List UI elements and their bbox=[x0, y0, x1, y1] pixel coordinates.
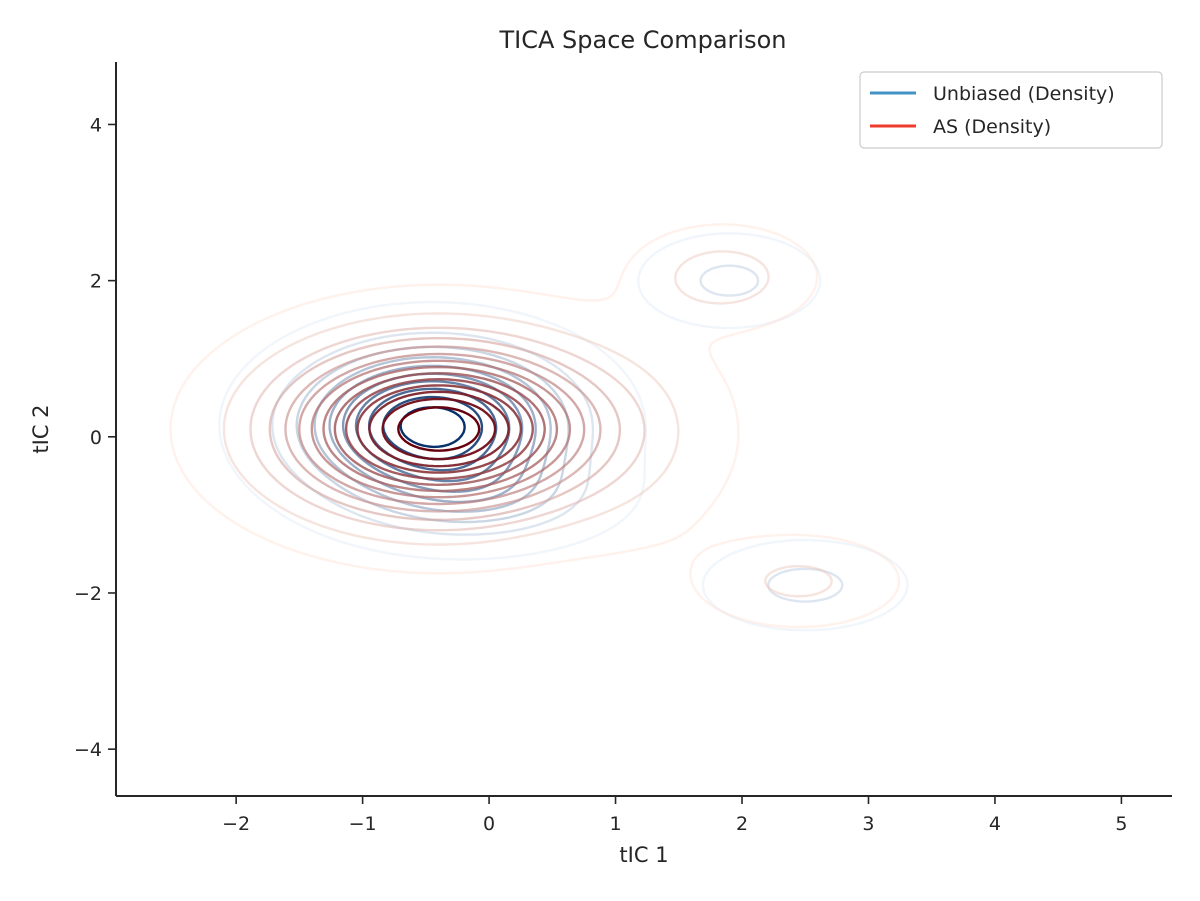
as-contour-level bbox=[322, 365, 559, 493]
as-contour-level bbox=[333, 372, 546, 486]
y-tick-label: 0 bbox=[90, 427, 102, 449]
x-tick-label: 2 bbox=[736, 813, 748, 835]
as-contour-level bbox=[397, 406, 481, 452]
legend: Unbiased (Density) AS (Density) bbox=[859, 71, 1163, 149]
as-contour-level bbox=[368, 390, 510, 468]
unbiased-contour-level bbox=[218, 232, 909, 632]
as-contour-level bbox=[381, 397, 497, 461]
y-tick-label: −4 bbox=[74, 739, 102, 761]
as-contour-level bbox=[310, 359, 572, 499]
x-tick-label: −1 bbox=[349, 813, 377, 835]
as-density-contours bbox=[169, 223, 901, 629]
as-contour-level bbox=[249, 326, 646, 532]
x-tick-label: 4 bbox=[989, 813, 1001, 835]
x-tick-label: 1 bbox=[609, 813, 621, 835]
ticks: −2 −1 0 1 2 3 4 5 −4 −2 0 2 4 bbox=[74, 114, 1127, 835]
as-contour-level bbox=[298, 352, 586, 506]
legend-frame bbox=[859, 71, 1163, 149]
as-contour-level bbox=[169, 223, 901, 629]
as-contour-level bbox=[344, 378, 534, 480]
as-contour-level bbox=[268, 337, 622, 521]
chart-title: TICA Space Comparison bbox=[498, 26, 786, 54]
y-axis-label: tIC 2 bbox=[29, 404, 53, 453]
axes bbox=[115, 62, 1172, 797]
x-tick-label: −2 bbox=[222, 813, 250, 835]
x-tick-label: 5 bbox=[1115, 813, 1127, 835]
as-contour-level bbox=[356, 384, 523, 474]
y-tick-label: 4 bbox=[90, 114, 102, 136]
as-contour-level bbox=[222, 250, 833, 598]
x-tick-label: 0 bbox=[483, 813, 495, 835]
x-tick-label: 3 bbox=[862, 813, 874, 835]
y-tick-label: −2 bbox=[74, 583, 102, 605]
y-tick-label: 2 bbox=[90, 271, 102, 293]
legend-label-as: AS (Density) bbox=[933, 116, 1051, 138]
legend-label-unbiased: Unbiased (Density) bbox=[933, 83, 1115, 105]
x-axis-label: tIC 1 bbox=[619, 843, 668, 867]
as-contour-level bbox=[284, 345, 602, 513]
